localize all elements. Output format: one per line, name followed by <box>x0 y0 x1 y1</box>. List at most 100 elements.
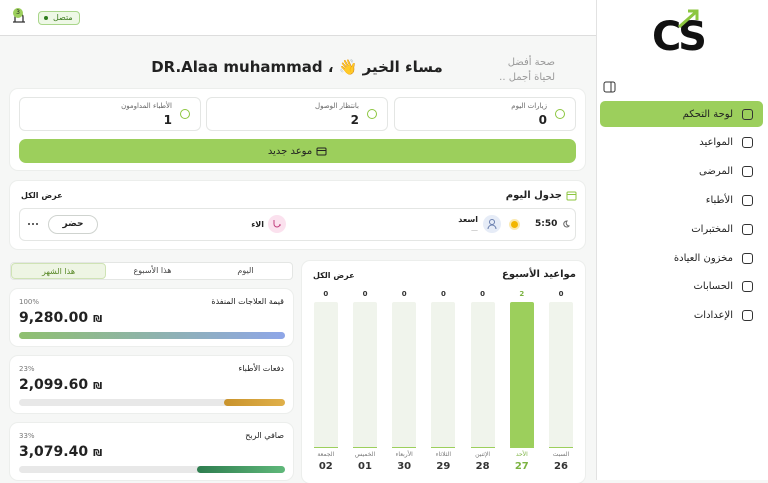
bar <box>509 302 534 448</box>
menu-item[interactable]: الإعدادات <box>600 303 763 329</box>
menu-item[interactable]: لوحة التحكم <box>600 101 763 127</box>
tagline-line: صحة أفضل <box>507 57 555 68</box>
menu-icon <box>742 137 753 149</box>
stat-label: بانتظار الوصول <box>315 101 359 110</box>
period-tab[interactable]: هذا الأسبوع <box>133 266 172 275</box>
bar-value: 0 <box>362 290 368 298</box>
day-name: الأربعاء <box>395 451 413 458</box>
menu-item[interactable]: مخزون العيادة <box>600 245 763 271</box>
status-dot <box>511 221 518 228</box>
menu-item[interactable]: الأطباء <box>600 187 763 213</box>
menu-item[interactable]: المواعيد <box>600 130 763 156</box>
period-tab[interactable]: اليوم <box>237 266 254 275</box>
stat-box: بانتظار الوصول 2 <box>206 97 388 131</box>
top-bar: 3 متصل <box>0 0 596 36</box>
sidebar-toggle[interactable] <box>603 81 616 93</box>
bar-baseline <box>313 447 338 448</box>
progress-fill <box>223 399 285 406</box>
day-name: الخميس <box>354 451 376 458</box>
calendar-icon <box>566 191 577 201</box>
period-tab[interactable]: هذا الشهر <box>11 263 106 279</box>
day-date: 02 <box>318 461 333 472</box>
menu-item[interactable]: المرضى <box>600 159 763 185</box>
bar-track <box>353 302 377 448</box>
finance-card: صافي الربح 33% 3,079.40 ₪ <box>10 423 293 480</box>
menu-label: المختبرات <box>691 223 733 235</box>
status-pill: متصل <box>38 11 80 25</box>
card-amount: 2,099.60 ₪ <box>19 377 102 393</box>
stat-box: الأطباء المداومون 1 <box>19 97 201 131</box>
logo: CS <box>652 14 707 60</box>
greeting: مساء الخير 👋 ، DR.Alaa muhammad <box>151 58 443 76</box>
card-title: قيمة العلاجات المنفذة <box>211 297 284 306</box>
progress-track <box>19 399 285 406</box>
day-date: 27 <box>514 461 529 472</box>
card-amount: 3,079.40 ₪ <box>19 444 102 460</box>
day-name: الإثنين <box>475 451 491 458</box>
stat-value: 2 <box>350 112 359 127</box>
day-name: الجمعة <box>317 451 335 458</box>
stat-icon <box>180 109 190 119</box>
more-menu[interactable] <box>27 222 39 226</box>
card-title: صافي الربح <box>245 431 284 440</box>
view-all-link[interactable]: عرض الكل <box>21 191 63 200</box>
schedule-title: جدول اليوم <box>505 190 562 201</box>
bar-track <box>392 302 417 448</box>
stat-text: بانتظار الوصول 2 <box>315 102 359 127</box>
menu-label: الحسابات <box>693 281 734 293</box>
card-title: دفعات الأطباء <box>238 364 284 373</box>
currency: ₪ <box>93 448 103 459</box>
bar-baseline <box>431 447 456 448</box>
menu-icon <box>742 108 753 120</box>
menu-label: الأطباء <box>705 194 733 206</box>
menu-label: مخزون العيادة <box>673 252 733 264</box>
progress-track <box>19 466 285 473</box>
tagline: صحة أفضل لحياة أجمل .. <box>470 55 555 85</box>
notification-badge: 3 <box>13 8 23 18</box>
sidebar <box>596 0 768 480</box>
amount-value: 9,280.00 <box>19 310 89 326</box>
new-appointment-button[interactable]: موعد جديد <box>19 139 576 163</box>
menu-label: المواعيد <box>699 137 733 149</box>
bar-track <box>431 302 456 448</box>
stat-label: زيارات اليوم <box>511 101 547 110</box>
menu-item[interactable]: المختبرات <box>600 216 763 242</box>
menu-icon <box>742 223 753 235</box>
bar-value: 0 <box>480 290 486 298</box>
menu-icon <box>742 194 753 206</box>
day-name: السبت <box>552 451 570 458</box>
card-percent: 33% <box>19 432 35 440</box>
menu-label: المرضى <box>699 166 733 178</box>
moon-icon <box>563 220 570 228</box>
menu-icon <box>742 310 753 322</box>
bar-baseline <box>549 447 573 448</box>
bar-track <box>549 302 573 448</box>
bar-track <box>313 302 338 448</box>
bar-baseline <box>392 447 417 448</box>
schedule-card <box>10 181 585 249</box>
bar-value: 0 <box>440 290 446 298</box>
doctor-name: الاء <box>251 220 264 229</box>
menu-item[interactable]: الحسابات <box>600 274 763 300</box>
menu-icon <box>742 252 753 264</box>
view-all-link[interactable]: عرض الكل <box>313 271 355 280</box>
bar-value: 0 <box>558 290 564 298</box>
bar-value: 2 <box>519 290 525 298</box>
currency: ₪ <box>93 314 103 325</box>
avatar <box>483 215 501 233</box>
period-tabs: اليوم هذا الأسبوع هذا الشهر <box>10 262 293 280</box>
patient-name: اسعد <box>458 215 478 224</box>
button-text: موعد جديد <box>267 145 313 157</box>
progress-track <box>19 332 285 339</box>
stat-label: الأطباء المداومون <box>121 101 172 110</box>
status-dot <box>44 16 48 20</box>
finance-card: قيمة العلاجات المنفذة 100% 9,280.00 ₪ <box>10 289 293 346</box>
action-button[interactable]: حضر <box>48 215 98 234</box>
status-text: متصل <box>53 13 73 22</box>
card-percent: 23% <box>19 365 35 373</box>
day-date: 26 <box>554 461 568 472</box>
bar-value: 0 <box>401 290 407 298</box>
day-date: 30 <box>397 461 412 472</box>
